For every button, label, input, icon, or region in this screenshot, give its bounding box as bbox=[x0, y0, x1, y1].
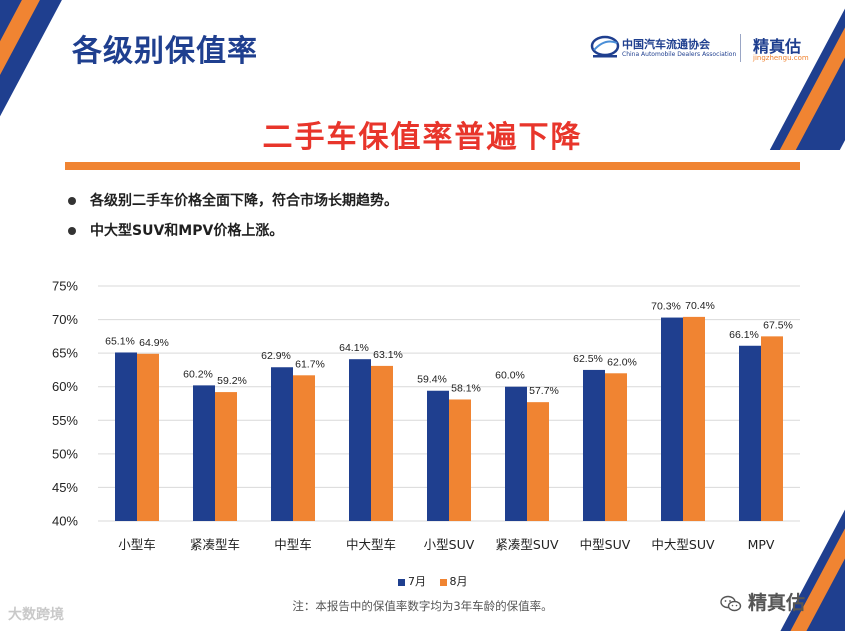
chart-legend: 7月 8月 bbox=[398, 573, 478, 589]
legend-swatch-series-1 bbox=[398, 578, 405, 586]
watermark-bottom-right: 精真估 bbox=[720, 588, 805, 615]
y-tick-label: 75% bbox=[52, 279, 78, 294]
data-label: 62.0% bbox=[607, 356, 637, 368]
y-tick-label: 55% bbox=[52, 413, 78, 428]
bar-series-2 bbox=[371, 365, 393, 521]
x-tick-label: 小型SUV bbox=[424, 537, 475, 552]
data-label: 67.5% bbox=[763, 319, 793, 331]
legend-item-series-1: 7月 bbox=[398, 573, 426, 589]
legend-label-series-1: 7月 bbox=[408, 575, 426, 588]
data-label: 70.4% bbox=[685, 300, 715, 312]
bar-series-2 bbox=[527, 402, 549, 521]
data-label: 70.3% bbox=[651, 301, 681, 313]
bar-series-2 bbox=[293, 375, 315, 521]
y-tick-label: 45% bbox=[52, 480, 78, 495]
bullet-item: 各级别二手车价格全面下降，符合市场长期趋势。 bbox=[64, 190, 398, 220]
legend-item-series-2: 8月 bbox=[439, 573, 468, 589]
bullet-list: 各级别二手车价格全面下降，符合市场长期趋势。 中大型SUV和MPV价格上涨。 bbox=[64, 190, 398, 250]
association-name: 中国汽车流通协会 bbox=[622, 38, 710, 51]
bar-series-1 bbox=[115, 352, 137, 521]
x-tick-label: 紧凑型SUV bbox=[495, 537, 559, 552]
watermark-bottom-left: 大数跨境 bbox=[8, 604, 64, 624]
data-label: 57.7% bbox=[529, 385, 559, 397]
bullet-dot-icon bbox=[68, 197, 76, 205]
logo-divider bbox=[740, 34, 741, 62]
legend-swatch-series-2 bbox=[439, 578, 447, 586]
headline: 二手车保值率普遍下降 bbox=[262, 120, 583, 155]
logo-area: 中国汽车流通协会 China Automobile Dealers Associ… bbox=[590, 32, 820, 66]
x-tick-label: 中型车 bbox=[274, 537, 312, 552]
bullet-item: 中大型SUV和MPV价格上涨。 bbox=[64, 220, 398, 250]
data-label: 60.0% bbox=[495, 370, 525, 382]
brand-url: jingzhengu.com bbox=[753, 54, 809, 62]
data-label: 58.1% bbox=[451, 382, 481, 394]
brand-name: 精真估 bbox=[753, 37, 802, 56]
bullet-text: 各级别二手车价格全面下降，符合市场长期趋势。 bbox=[90, 193, 398, 209]
y-tick-label: 70% bbox=[52, 312, 78, 327]
bar-series-2 bbox=[683, 316, 705, 521]
bar-series-2 bbox=[449, 399, 471, 521]
bar-series-2 bbox=[215, 392, 237, 521]
y-tick-label: 65% bbox=[52, 346, 78, 361]
x-tick-label: MPV bbox=[748, 537, 775, 552]
data-label: 64.1% bbox=[339, 342, 369, 354]
bar-series-1 bbox=[505, 386, 527, 521]
data-label: 62.9% bbox=[261, 350, 291, 362]
bar-series-1 bbox=[661, 317, 683, 521]
page-title: 各级别保值率 bbox=[72, 34, 258, 69]
data-label: 59.4% bbox=[417, 374, 447, 386]
association-english-name: China Automobile Dealers Association bbox=[622, 51, 737, 58]
data-label: 66.1% bbox=[729, 329, 759, 341]
bar-series-1 bbox=[271, 367, 293, 521]
data-label: 64.9% bbox=[139, 337, 169, 349]
bar-series-1 bbox=[583, 369, 605, 521]
x-tick-label: 中大型SUV bbox=[651, 537, 715, 552]
wechat-icon bbox=[720, 595, 742, 611]
data-label: 62.5% bbox=[573, 353, 603, 365]
bar-series-2 bbox=[761, 336, 783, 521]
bar-series-1 bbox=[349, 359, 371, 521]
y-tick-label: 60% bbox=[52, 379, 78, 394]
watermark-text-right: 精真估 bbox=[748, 592, 806, 614]
x-tick-label: 紧凑型车 bbox=[190, 537, 240, 552]
bar-series-2 bbox=[605, 373, 627, 521]
data-label: 59.2% bbox=[217, 375, 247, 387]
headline-underline bbox=[65, 162, 800, 170]
x-tick-label: 中型SUV bbox=[580, 537, 631, 552]
bar-series-1 bbox=[427, 390, 449, 521]
bullet-dot-icon bbox=[68, 227, 76, 235]
data-label: 61.7% bbox=[295, 358, 325, 370]
legend-label-series-2: 8月 bbox=[449, 575, 468, 588]
y-tick-label: 40% bbox=[52, 514, 78, 529]
watermark-text-left: 大数跨境 bbox=[8, 607, 64, 623]
data-label: 63.1% bbox=[373, 349, 403, 361]
data-label: 65.1% bbox=[105, 335, 135, 347]
data-label: 60.2% bbox=[183, 368, 213, 380]
association-logo-icon bbox=[590, 35, 620, 58]
bar-series-1 bbox=[193, 385, 215, 521]
x-tick-label: 小型车 bbox=[118, 537, 156, 552]
bar-series-1 bbox=[739, 345, 761, 521]
footnote: 注：本报告中的保值率数字均为3年车龄的保值率。 bbox=[292, 599, 553, 613]
x-tick-label: 中大型车 bbox=[346, 537, 396, 552]
bullet-text: 中大型SUV和MPV价格上涨。 bbox=[90, 223, 284, 239]
bar-chart: 40% 45% 50% 55% 60% 65% 70% 75% 65.1% 64.9% 小型车 60.… bbox=[52, 279, 800, 552]
y-tick-label: 50% bbox=[52, 446, 78, 461]
bar-series-2 bbox=[137, 353, 159, 521]
